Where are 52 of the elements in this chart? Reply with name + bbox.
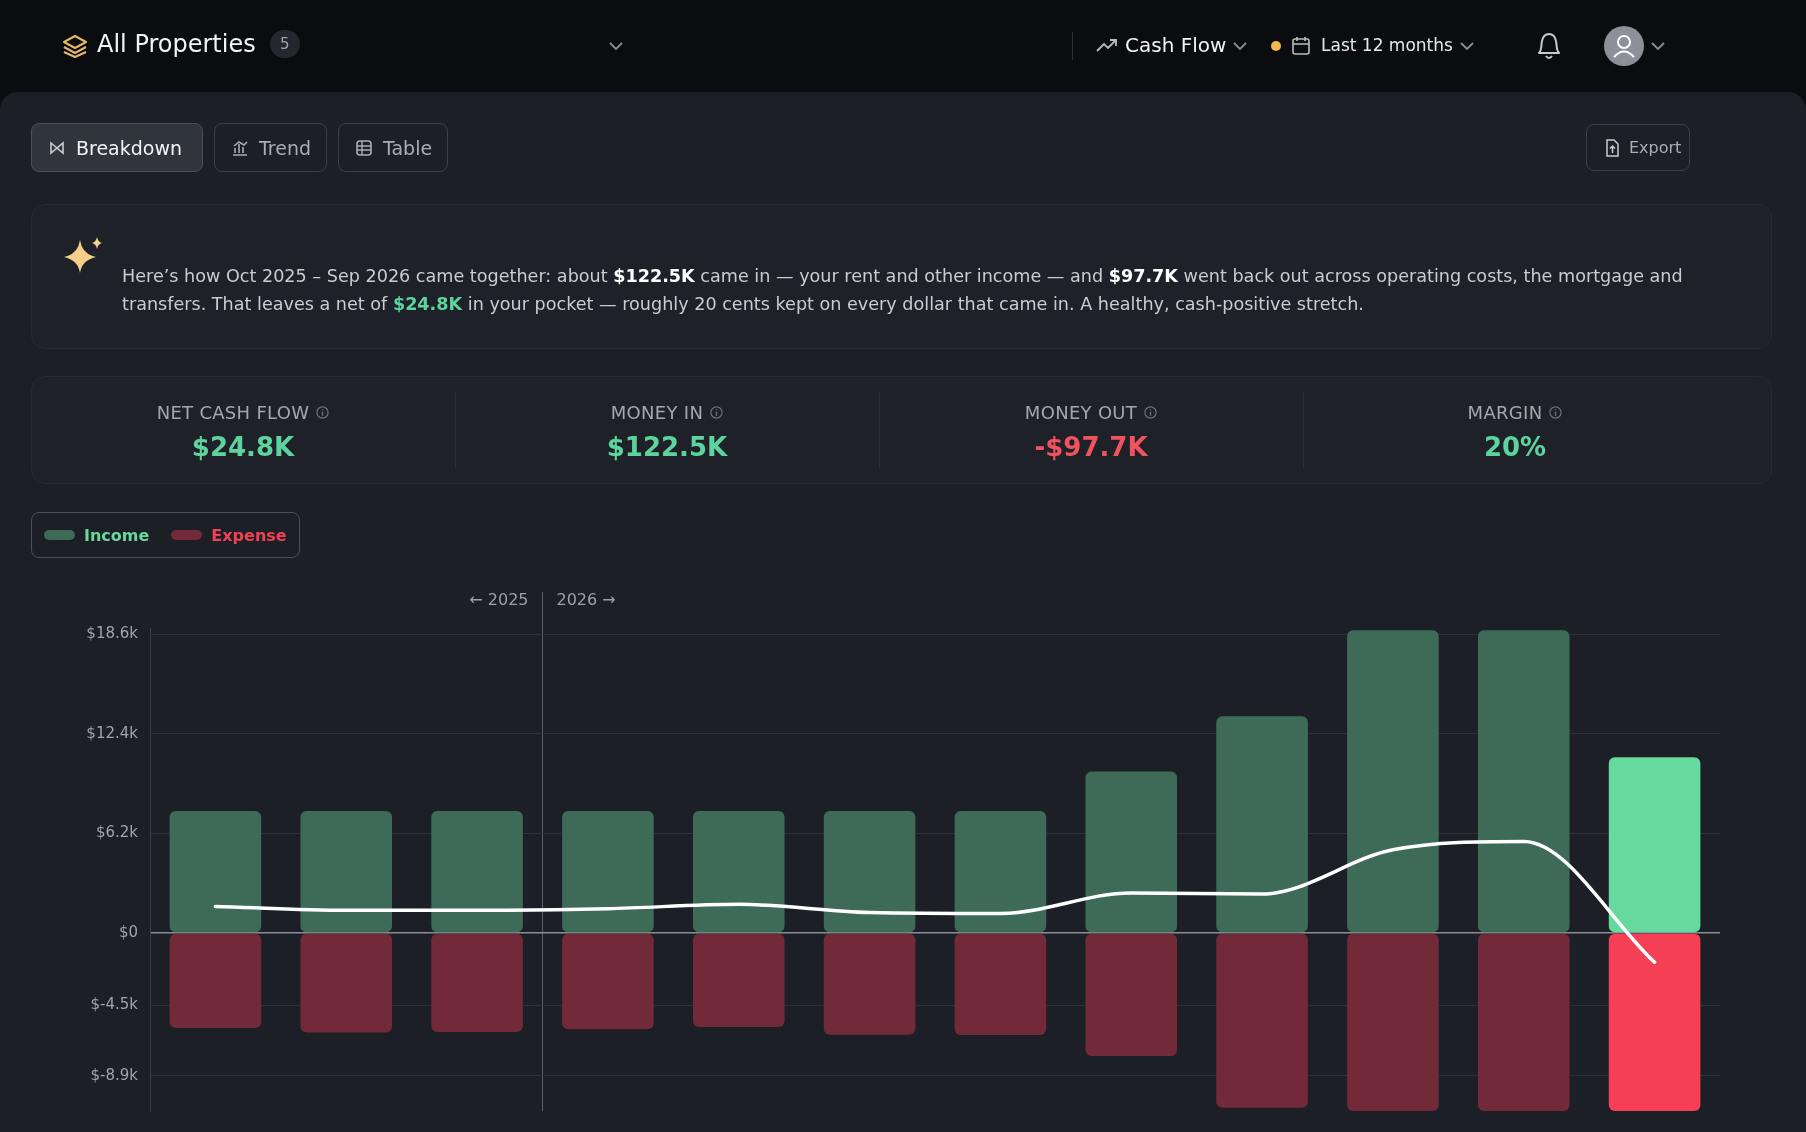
y-tick-label: $0: [118, 922, 138, 941]
text: MONEY IN: [610, 402, 704, 423]
text: 5: [269, 30, 300, 58]
bar: [1347, 933, 1439, 1111]
text: Here’s how Oct 2025 – Sep 2026 came together: about $122.5K came in — your rent and other income — and $97.7K went back out across operating costs, the mortgage and transfers. That leaves a net of $24.8K in your pocket — roughly 20 cents kept on every dollar that came in. A healthy, cash-positive stretch.: [122, 266, 1683, 314]
bar: [562, 810, 654, 933]
text: Export: [1629, 138, 1682, 157]
bar: [954, 933, 1047, 1035]
legend-label: Expense: [211, 525, 287, 545]
bar: [1085, 771, 1178, 933]
bar: [1216, 716, 1308, 933]
text: Trend: [259, 136, 311, 159]
text: MONEY OUT: [1024, 402, 1138, 423]
y-tick-label: $12.4k: [86, 723, 139, 742]
y-tick-label: $-8.9k: [90, 1065, 139, 1084]
line-series: [213, 839, 1657, 964]
bar: [431, 933, 523, 1032]
text: NET CASH FLOW: [156, 402, 310, 423]
bar: [823, 933, 916, 1035]
text: 2026 →: [556, 590, 616, 610]
bar: [1216, 933, 1308, 1108]
text: 20%: [1482, 432, 1548, 462]
bar: [954, 810, 1047, 933]
y-tick-label: $6.2k: [95, 823, 139, 842]
bar: [1608, 757, 1701, 933]
text: $122.5K: [605, 432, 729, 462]
bar: [692, 933, 785, 1028]
text: Table: [383, 136, 433, 159]
text: Breakdown: [76, 136, 183, 159]
text: Cash Flow: [1125, 33, 1227, 57]
text: All Properties: [97, 30, 256, 58]
bar: [169, 933, 262, 1029]
bar: [169, 810, 262, 933]
bar: [692, 810, 785, 933]
bar: [300, 933, 393, 1033]
bar: [823, 810, 916, 933]
bar: [562, 933, 654, 1030]
text: MARGIN: [1467, 402, 1543, 423]
legend-label: Income: [84, 525, 150, 545]
bar: [1477, 933, 1570, 1111]
bar: [1347, 630, 1439, 933]
text: $24.8K: [190, 432, 296, 462]
bar: [300, 810, 393, 933]
text: -$97.7K: [1033, 432, 1149, 462]
y-tick-label: $-4.5k: [90, 994, 139, 1013]
bar: [1608, 933, 1701, 1111]
text: Last 12 months: [1321, 35, 1453, 55]
text: ← 2025: [469, 590, 529, 610]
bar: [1085, 933, 1178, 1056]
bar: [1477, 630, 1570, 933]
y-tick-label: $18.6k: [86, 624, 139, 643]
bar: [431, 810, 523, 933]
